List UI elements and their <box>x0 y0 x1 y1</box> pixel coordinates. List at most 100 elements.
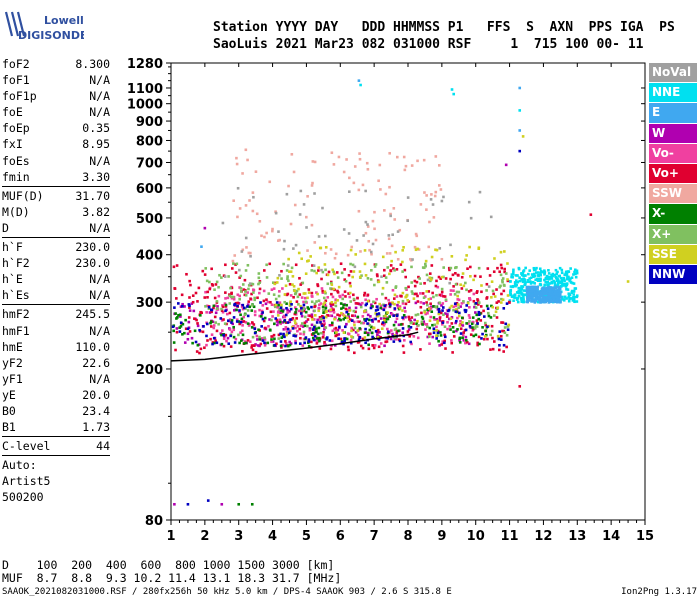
echo-point <box>456 273 460 277</box>
trace-layer <box>170 331 419 362</box>
param-value: 20.0 <box>82 387 110 402</box>
echo-point <box>313 192 316 195</box>
echo-point <box>413 279 417 283</box>
echo-point <box>450 255 454 258</box>
echo-point <box>293 289 296 293</box>
echo-point <box>303 341 306 345</box>
echo-point <box>402 155 406 159</box>
echo-point <box>382 323 386 327</box>
logo-waves-icon <box>4 11 26 37</box>
echo-point <box>456 294 459 298</box>
echo-point <box>520 300 524 303</box>
echo-point <box>423 191 426 194</box>
echo-point <box>186 327 190 331</box>
echo-point <box>557 289 561 293</box>
echo-point <box>289 342 293 345</box>
param-name: B1 <box>2 420 16 435</box>
echo-point <box>388 185 391 189</box>
echo-point <box>391 301 394 304</box>
echo-point <box>298 293 302 296</box>
echo-point <box>389 269 393 273</box>
echo-point <box>317 332 320 336</box>
param-value: N/A <box>89 323 110 338</box>
echo-point <box>260 325 263 328</box>
param-value: N/A <box>89 105 110 120</box>
echo-point <box>276 314 280 317</box>
echo-point <box>193 329 197 333</box>
echo-point <box>545 296 549 300</box>
echo-point <box>449 293 452 296</box>
echo-point <box>196 322 199 325</box>
param-name: fmin <box>2 169 30 184</box>
echo-point <box>336 318 340 322</box>
echo-point <box>291 317 295 320</box>
echo-point <box>310 223 314 227</box>
echo-point <box>241 324 244 327</box>
echo-point <box>430 310 434 314</box>
echo-point <box>203 273 207 276</box>
y-tick-label: 1000 <box>127 98 163 113</box>
echo-point <box>301 281 305 285</box>
echo-point <box>236 293 240 297</box>
echo-point <box>376 308 380 311</box>
echo-point <box>241 349 244 353</box>
echo-point <box>419 203 423 206</box>
echo-point <box>568 297 571 301</box>
echo-point <box>274 317 278 320</box>
echo-point <box>503 326 507 329</box>
echo-point <box>331 295 335 299</box>
echo-point <box>540 287 544 291</box>
echo-point <box>485 289 488 292</box>
echo-point <box>290 266 294 270</box>
echo-point <box>448 324 452 328</box>
echo-point <box>180 293 184 297</box>
echo-point <box>415 280 419 284</box>
echo-point <box>244 269 248 272</box>
echo-point <box>294 263 298 267</box>
echo-point <box>544 298 547 302</box>
echo-point <box>244 236 248 240</box>
echo-point <box>366 223 369 226</box>
echo-point <box>329 347 333 351</box>
echo-point <box>545 298 549 301</box>
echo-point <box>466 267 469 270</box>
echo-point <box>465 340 469 344</box>
echo-point <box>562 277 566 280</box>
echo-point <box>550 287 554 291</box>
echo-point <box>360 321 363 325</box>
echo-point <box>423 281 426 285</box>
echo-point <box>185 272 188 276</box>
echo-point <box>286 275 289 278</box>
echo-point <box>469 265 472 269</box>
echo-point <box>516 300 520 304</box>
echo-point <box>317 299 321 303</box>
echo-point <box>347 273 351 277</box>
echo-point <box>277 337 281 340</box>
echo-point <box>401 327 405 330</box>
echo-point <box>313 314 317 317</box>
echo-point <box>448 268 451 272</box>
echo-point <box>285 302 288 305</box>
echo-point <box>490 280 494 283</box>
y-tick-label: 500 <box>136 212 163 227</box>
echo-point <box>222 318 225 321</box>
echo-point <box>375 297 378 301</box>
echo-point <box>304 300 308 304</box>
echo-point <box>498 343 501 347</box>
echo-point <box>459 327 463 330</box>
echo-point <box>229 345 233 348</box>
echo-point <box>397 323 401 327</box>
echo-point <box>469 275 472 278</box>
echo-point <box>183 341 187 344</box>
echo-point <box>324 310 328 314</box>
echo-point <box>277 321 280 324</box>
echo-point <box>363 309 366 313</box>
echo-point <box>501 280 504 284</box>
echo-point <box>459 332 463 335</box>
echo-point <box>459 283 462 286</box>
echo-point <box>356 320 360 323</box>
echo-point <box>316 340 319 343</box>
echo-point <box>546 275 549 279</box>
echo-point <box>402 314 406 317</box>
sparse-point <box>626 280 630 283</box>
